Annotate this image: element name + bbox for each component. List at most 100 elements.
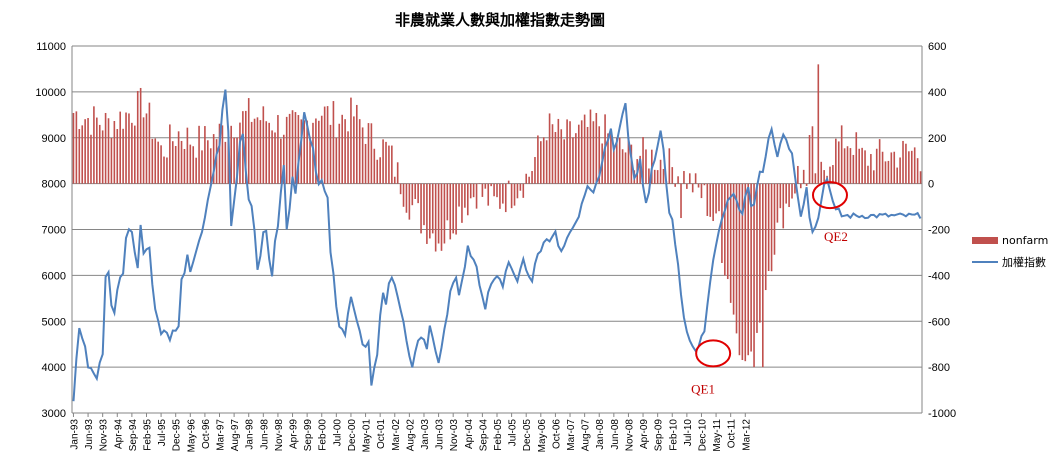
x-tick-labels: Jan-93 Jun-93 Nov-93 Apr-94 Sep-94 Feb-95 Jul-… — [69, 413, 752, 452]
nonfarm-bar — [718, 183, 720, 212]
nonfarm-bar — [890, 152, 893, 184]
nonfarm-bar — [691, 183, 694, 193]
x-tick-label: Oct-11 — [727, 419, 738, 449]
nonfarm-bar — [516, 183, 519, 199]
nonfarm-bar — [887, 160, 890, 184]
nonfarm-bar — [303, 120, 306, 184]
nonfarm-bar — [852, 154, 855, 184]
nonfarm-bar — [542, 137, 545, 184]
nonfarm-bar — [919, 171, 922, 184]
y-right-tick-label: 600 — [928, 41, 946, 53]
nonfarm-bar — [297, 115, 300, 184]
nonfarm-bar — [916, 158, 919, 184]
nonfarm-bar — [881, 151, 884, 184]
nonfarm-bar — [125, 112, 127, 184]
nonfarm-bar — [820, 161, 823, 184]
nonfarm-bar — [659, 159, 662, 184]
nonfarm-bar — [554, 132, 557, 184]
nonfarm-bar — [370, 123, 373, 184]
nonfarm-bar — [551, 124, 554, 184]
x-tick-label: Aug-97 — [230, 419, 241, 452]
y-right-tick-label: 0 — [928, 179, 934, 191]
nonfarm-bar — [858, 148, 861, 184]
x-tick-label: Sep-09 — [654, 419, 665, 452]
nonfarm-bar — [802, 169, 805, 184]
nonfarm-bar — [577, 124, 580, 184]
nonfarm-bar — [87, 118, 89, 184]
nonfarm-bar — [128, 113, 130, 184]
x-tick-label: Mar-97 — [216, 419, 227, 451]
x-tick-label: Nov-03 — [449, 419, 460, 452]
nonfarm-bar — [627, 137, 630, 184]
nonfarm-bar — [829, 166, 831, 184]
nonfarm-bar — [244, 110, 247, 184]
nonfarm-bar — [814, 173, 817, 184]
nonfarm-bar — [207, 140, 209, 184]
x-tick-label: Sep-04 — [478, 419, 489, 452]
nonfarm-bar — [154, 138, 157, 184]
nonfarm-bar — [399, 183, 402, 195]
nonfarm-bar — [78, 129, 81, 184]
legend-swatch-nonfarm — [972, 237, 998, 244]
nonfarm-bar — [434, 183, 437, 252]
nonfarm-bar — [808, 134, 811, 184]
x-tick-label: Apr-94 — [113, 419, 124, 449]
nonfarm-bar — [309, 136, 311, 184]
nonfarm-bar — [247, 98, 250, 184]
nonfarm-bar — [575, 133, 577, 184]
nonfarm-bar — [522, 183, 525, 198]
x-tick-label: Oct-96 — [201, 419, 212, 449]
nonfarm-bar — [712, 183, 714, 222]
nonfarm-bar — [671, 167, 674, 184]
nonfarm-bar — [446, 183, 449, 221]
nonfarm-bar — [840, 125, 843, 184]
nonfarm-bar — [393, 176, 396, 184]
x-tick-label: Feb-10 — [668, 419, 679, 451]
nonfarm-bar — [408, 183, 411, 220]
nonfarm-bar — [610, 133, 612, 184]
x-tick-label: Nov-93 — [99, 419, 110, 452]
nonfarm-bar — [113, 121, 116, 184]
nonfarm-bar — [358, 119, 361, 184]
nonfarm-bar — [706, 183, 709, 216]
nonfarm-bar — [621, 149, 624, 184]
nonfarm-bar — [764, 183, 767, 291]
nonfarm-bar — [747, 183, 750, 356]
nonfarm-bar — [171, 141, 174, 184]
nonfarm-bar — [110, 137, 113, 184]
nonfarm-bar — [583, 114, 586, 184]
nonfarm-bar — [139, 87, 142, 184]
nonfarm-bar — [431, 183, 434, 234]
nonfarm-bar — [540, 141, 542, 184]
nonfarm-bar — [791, 183, 793, 199]
nonfarm-bar — [209, 148, 212, 184]
y-right-tick-label: 200 — [928, 133, 946, 145]
nonfarm-bar — [259, 120, 262, 184]
nonfarm-bar — [545, 140, 548, 184]
nonfarm-bar — [318, 120, 320, 184]
nonfarm-bar — [440, 183, 443, 251]
nonfarm-bar — [320, 115, 323, 184]
nonfarm-bar — [507, 180, 510, 184]
nonfarm-bar — [721, 183, 723, 263]
nonfarm-bar — [201, 150, 203, 184]
x-tick-label: Feb-95 — [142, 419, 153, 451]
nonfarm-bar — [294, 112, 297, 184]
nonfarm-bar — [347, 131, 349, 184]
nonfarm-bar — [332, 101, 335, 184]
nonfarm-bar — [221, 125, 224, 184]
nonfarm-bar — [478, 183, 481, 184]
y-right-tick-label: -400 — [928, 270, 950, 282]
nonfarm-bar — [493, 183, 495, 197]
grid-lines — [72, 45, 922, 414]
nonfarm-bar — [674, 183, 676, 187]
nonfarm-bar — [782, 183, 785, 229]
nonfarm-bars — [72, 64, 922, 368]
nonfarm-bar — [364, 143, 367, 184]
x-tick-label: Sep-99 — [303, 419, 314, 452]
nonfarm-bar — [285, 116, 288, 184]
nonfarm-bar — [759, 183, 761, 323]
nonfarm-bar — [680, 183, 682, 219]
nonfarm-bar — [163, 156, 165, 184]
y-right-ticks: -1000 -800 -600 -400 -200 0 200 400 600 — [928, 41, 956, 420]
